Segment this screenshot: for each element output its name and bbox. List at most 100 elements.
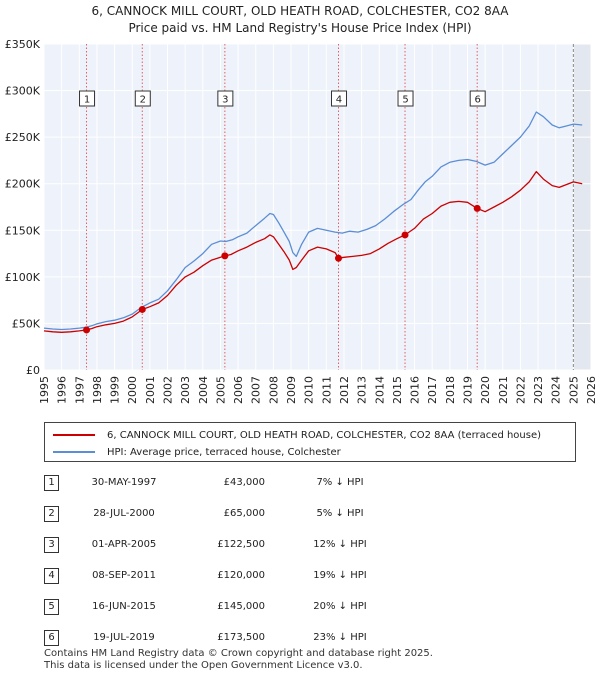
sale-point — [334, 254, 342, 262]
sale-label-box — [397, 90, 414, 107]
y-tick-label: £0 — [26, 364, 40, 377]
x-tick-label: 1996 — [56, 376, 69, 404]
table-row: 5 16-JUN-2015 £145,000 20% ↓ HPI — [0, 599, 600, 619]
row-hpi-diff: 12% ↓ HPI — [313, 539, 367, 550]
sale-label-box — [134, 90, 151, 107]
row-price: £122,500 — [217, 539, 265, 550]
sale-label-box — [79, 90, 96, 107]
sale-label-box — [469, 90, 486, 107]
x-tick-label: 1997 — [73, 376, 86, 404]
y-tick-label: £350K — [5, 38, 41, 51]
y-tick-label: £150K — [5, 224, 41, 237]
x-tick-label: 2000 — [126, 376, 139, 404]
sale-point — [83, 326, 91, 334]
x-tick-label: 2002 — [162, 376, 175, 404]
x-tick-label: 2024 — [550, 376, 563, 404]
table-row: 3 01-APR-2005 £122,500 12% ↓ HPI — [0, 537, 600, 557]
row-number-badge: 6 — [44, 630, 59, 646]
row-hpi-diff: 23% ↓ HPI — [313, 632, 367, 643]
y-tick-label: £100K — [5, 271, 41, 284]
y-tick-label: £50K — [12, 317, 41, 330]
x-tick-label: 1995 — [38, 376, 51, 404]
legend-label-hpi: HPI: Average price, terraced house, Colc… — [107, 446, 341, 458]
x-tick-label: 2017 — [426, 376, 439, 404]
legend-label-property: 6, CANNOCK MILL COURT, OLD HEATH ROAD, C… — [107, 429, 542, 441]
row-date: 19-JUL-2019 — [93, 632, 155, 643]
property-series-line — [43, 170, 583, 333]
legend-swatch-property — [53, 434, 95, 436]
row-number-badge: 3 — [44, 537, 59, 553]
row-date: 01-APR-2005 — [91, 539, 157, 550]
sale-point — [473, 204, 481, 212]
sale-point — [138, 305, 146, 313]
footer-licence: This data is licensed under the Open Gov… — [44, 660, 363, 671]
x-tick-label: 2001 — [144, 376, 157, 404]
forecast-shade — [573, 44, 591, 370]
sale-label-box — [217, 90, 234, 107]
footer-copyright: Contains HM Land Registry data © Crown c… — [44, 648, 433, 659]
chart-subtitle: Price paid vs. HM Land Registry's House … — [128, 21, 472, 35]
chart-title: 6, CANNOCK MILL COURT, OLD HEATH ROAD, C… — [91, 4, 509, 18]
row-hpi-diff: 19% ↓ HPI — [313, 570, 367, 581]
row-number-badge: 1 — [44, 475, 59, 491]
plot-background — [44, 44, 591, 370]
x-tick-label: 2022 — [514, 376, 527, 404]
row-price: £120,000 — [217, 570, 265, 581]
x-tick-label: 2012 — [338, 376, 351, 404]
row-hpi-diff: 7% ↓ HPI — [316, 477, 364, 488]
row-price: £65,000 — [223, 508, 265, 519]
table-row: 2 28-JUL-2000 £65,000 5% ↓ HPI — [0, 506, 600, 526]
x-tick-label: 2013 — [356, 376, 369, 404]
x-tick-label: 2026 — [585, 376, 598, 404]
x-tick-label: 2007 — [250, 376, 263, 404]
sale-point — [401, 231, 409, 239]
legend-swatch-hpi — [53, 451, 95, 453]
row-price: £145,000 — [217, 601, 265, 612]
row-number-badge: 5 — [44, 599, 59, 615]
x-tick-label: 2003 — [179, 376, 192, 404]
x-tick-label: 2006 — [232, 376, 245, 404]
x-tick-label: 2004 — [197, 376, 210, 404]
x-tick-label: 2020 — [479, 376, 492, 404]
row-number-badge: 4 — [44, 568, 59, 584]
row-date: 08-SEP-2011 — [92, 570, 156, 581]
table-row: 1 30-MAY-1997 £43,000 7% ↓ HPI — [0, 475, 600, 495]
sale-point — [221, 252, 229, 260]
row-date: 28-JUL-2000 — [93, 508, 155, 519]
legend-item-property: 6, CANNOCK MILL COURT, OLD HEATH ROAD, C… — [53, 427, 541, 443]
legend: 6, CANNOCK MILL COURT, OLD HEATH ROAD, C… — [44, 422, 576, 462]
x-tick-label: 2015 — [391, 376, 404, 404]
sale-label-number: 3 — [222, 95, 228, 106]
row-hpi-diff: 20% ↓ HPI — [313, 601, 367, 612]
sale-label-box — [330, 90, 347, 107]
row-price: £173,500 — [217, 632, 265, 643]
table-row: 6 19-JUL-2019 £173,500 23% ↓ HPI — [0, 630, 600, 650]
x-tick-label: 2011 — [320, 376, 333, 404]
x-tick-label: 2021 — [497, 376, 510, 404]
sale-label-number: 5 — [402, 95, 408, 106]
x-tick-label: 2008 — [267, 376, 280, 404]
hpi-series-line — [43, 111, 583, 331]
x-tick-label: 2010 — [303, 376, 316, 404]
x-tick-label: 2018 — [444, 376, 457, 404]
y-tick-label: £250K — [5, 131, 41, 144]
sale-label-number: 2 — [140, 95, 146, 106]
x-tick-label: 2019 — [461, 376, 474, 404]
row-date: 16-JUN-2015 — [92, 601, 156, 612]
x-tick-label: 2023 — [532, 376, 545, 404]
x-tick-label: 1998 — [91, 376, 104, 404]
sale-label-number: 4 — [336, 95, 342, 106]
legend-item-hpi: HPI: Average price, terraced house, Colc… — [53, 444, 341, 460]
row-date: 30-MAY-1997 — [91, 477, 157, 488]
x-tick-label: 2009 — [285, 376, 298, 404]
y-tick-label: £200K — [5, 178, 41, 191]
sale-label-number: 1 — [84, 95, 90, 106]
row-hpi-diff: 5% ↓ HPI — [316, 508, 364, 519]
x-tick-label: 2025 — [567, 376, 580, 404]
x-tick-label: 2014 — [373, 376, 386, 404]
x-tick-label: 2005 — [214, 376, 227, 404]
row-number-badge: 2 — [44, 506, 59, 522]
x-tick-label: 1999 — [109, 376, 122, 404]
sale-label-number: 6 — [475, 95, 481, 106]
price-chart: 1 2 3 4 5 6 £0 £50K £100K £150K £200K £250K £300K £35… — [5, 38, 598, 404]
